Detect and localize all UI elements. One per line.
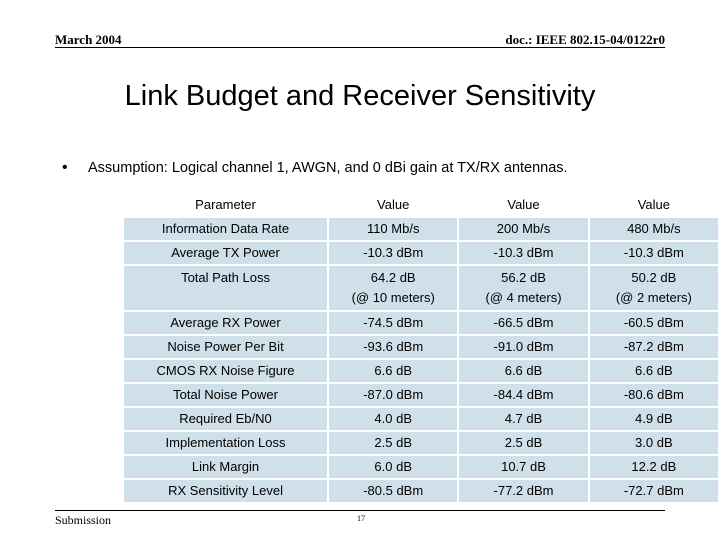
table-row: Required Eb/N0 4.0 dB 4.7 dB 4.9 dB [124,408,718,430]
value-subline: (@ 10 meters) [351,290,435,305]
row-label: CMOS RX Noise Figure [124,360,328,382]
row-value: -80.6 dBm [589,384,718,406]
row-value: -10.3 dBm [459,242,588,264]
header-cell: Value [329,194,458,216]
header-doc-id: doc.: IEEE 802.15-04/0122r0 [505,32,665,47]
row-value: 4.9 dB [589,408,718,430]
table-row: Total Noise Power -87.0 dBm -84.4 dBm -8… [124,384,718,406]
table-row: Information Data Rate 110 Mb/s 200 Mb/s … [124,218,718,240]
row-value: 6.6 dB [589,360,718,382]
row-value: -93.6 dBm [329,336,458,358]
row-value: 2.5 dB [329,432,458,454]
row-label: Average RX Power [124,312,328,334]
table-row: Link Margin 6.0 dB 10.7 dB 12.2 dB [124,456,718,478]
bullet-icon: • [62,159,68,176]
table-row: Average TX Power -10.3 dBm -10.3 dBm -10… [124,242,718,264]
row-value: 56.2 dB (@ 4 meters) [459,266,588,310]
footer-divider [55,510,665,511]
value-line: 56.2 dB [501,270,546,285]
header-cell: Parameter [124,194,328,216]
slide-header: March 2004 doc.: IEEE 802.15-04/0122r0 [55,30,665,48]
table-row: Noise Power Per Bit -93.6 dBm -91.0 dBm … [124,336,718,358]
row-value: 10.7 dB [459,456,588,478]
row-value: 6.0 dB [329,456,458,478]
row-value: 50.2 dB (@ 2 meters) [589,266,718,310]
header-date: March 2004 [55,32,122,47]
row-value: 4.7 dB [459,408,588,430]
row-value: -74.5 dBm [329,312,458,334]
value-subline: (@ 4 meters) [485,290,562,305]
row-label: Required Eb/N0 [124,408,328,430]
link-budget-table: Parameter Value Value Value Information … [122,192,720,504]
row-value: 2.5 dB [459,432,588,454]
table-row: CMOS RX Noise Figure 6.6 dB 6.6 dB 6.6 d… [124,360,718,382]
row-label: Link Margin [124,456,328,478]
row-value: 3.0 dB [589,432,718,454]
row-value: 12.2 dB [589,456,718,478]
row-value: -87.0 dBm [329,384,458,406]
value-subline: (@ 2 meters) [615,290,692,305]
row-value: 4.0 dB [329,408,458,430]
row-value: -80.5 dBm [329,480,458,502]
row-value: -72.7 dBm [589,480,718,502]
row-label: RX Sensitivity Level [124,480,328,502]
row-value: 480 Mb/s [589,218,718,240]
row-value: 64.2 dB (@ 10 meters) [329,266,458,310]
row-value: -77.2 dBm [459,480,588,502]
table-row: Implementation Loss 2.5 dB 2.5 dB 3.0 dB [124,432,718,454]
table-header-row: Parameter Value Value Value [124,194,718,216]
header-cell: Value [589,194,718,216]
row-value: -91.0 dBm [459,336,588,358]
row-label: Noise Power Per Bit [124,336,328,358]
value-line: 50.2 dB [631,270,677,285]
row-value: 200 Mb/s [459,218,588,240]
row-label: Total Noise Power [124,384,328,406]
row-value: -60.5 dBm [589,312,718,334]
row-label: Total Path Loss [124,266,328,310]
row-label: Implementation Loss [124,432,328,454]
row-value: 6.6 dB [459,360,588,382]
row-label: Information Data Rate [124,218,328,240]
slide-title: Link Budget and Receiver Sensitivity [124,80,596,112]
row-value: -66.5 dBm [459,312,588,334]
table-row: Average RX Power -74.5 dBm -66.5 dBm -60… [124,312,718,334]
table-row: Total Path Loss 64.2 dB (@ 10 meters) 56… [124,266,718,310]
bullet-text: Assumption: Logical channel 1, AWGN, and… [88,160,568,176]
row-value: 6.6 dB [329,360,458,382]
row-value: -10.3 dBm [329,242,458,264]
header-cell: Value [459,194,588,216]
row-value: 110 Mb/s [329,218,458,240]
row-label: Average TX Power [124,242,328,264]
row-value: -84.4 dBm [459,384,588,406]
row-value: -87.2 dBm [589,336,718,358]
row-value: -10.3 dBm [589,242,718,264]
table-row: RX Sensitivity Level -80.5 dBm -77.2 dBm… [124,480,718,502]
value-line: 64.2 dB [370,270,416,285]
page-number: 17 [357,514,365,523]
footer-submission: Submission [55,513,112,527]
